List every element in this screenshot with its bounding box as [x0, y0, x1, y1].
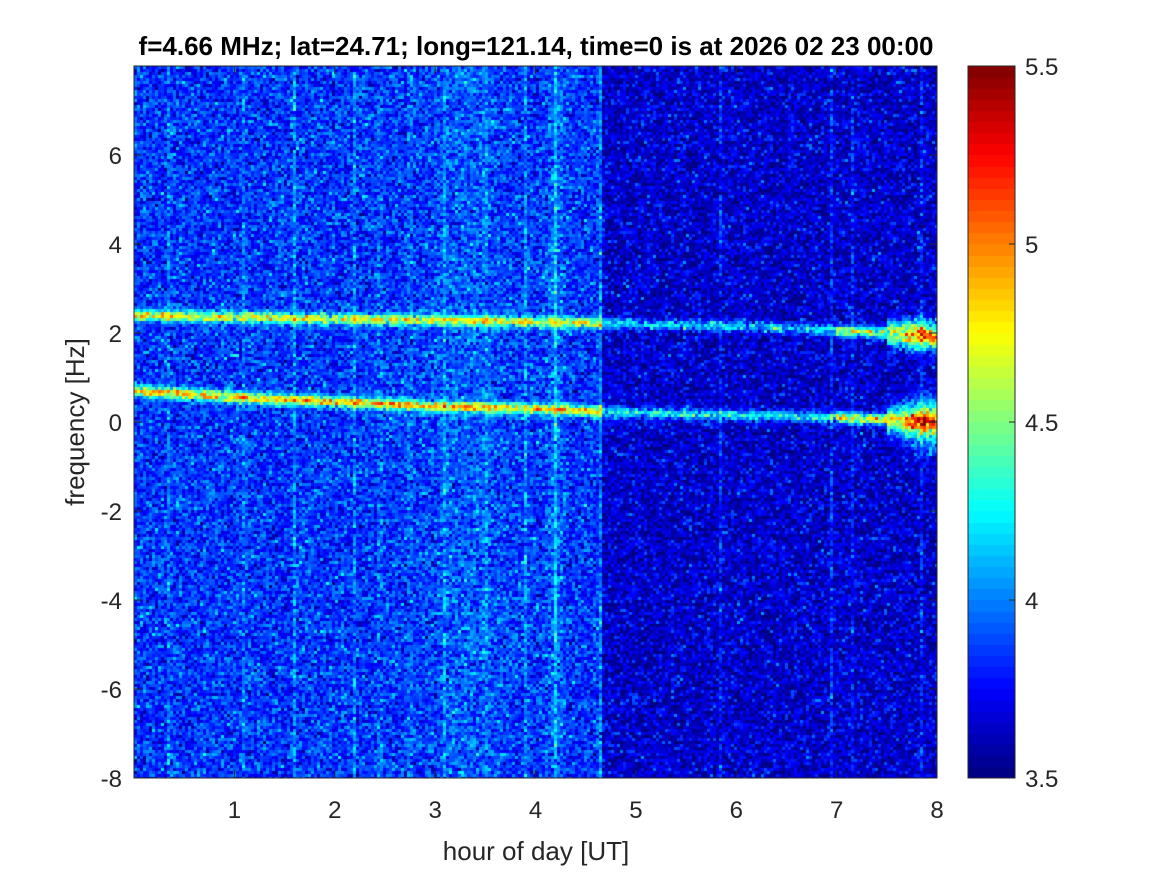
y-tick-label: -2 — [101, 499, 122, 526]
x-tick-label: 8 — [930, 797, 943, 824]
y-tick-label: 2 — [109, 321, 122, 348]
colorbar-tick-label: 3.5 — [1025, 766, 1058, 793]
x-tick-label: 6 — [730, 797, 743, 824]
y-axis-ticks: -8 -6 -4 -2 0 2 4 6 — [101, 143, 937, 793]
spectrogram-heatmap — [134, 66, 937, 778]
y-tick-label: -4 — [101, 588, 122, 615]
x-tick-label: 7 — [830, 797, 843, 824]
colorbar: 3.5 4 4.5 5 5.5 — [967, 54, 1058, 793]
colorbar-gradient — [968, 66, 1015, 778]
plot-area — [133, 65, 938, 779]
x-axis-label: hour of day [UT] — [443, 836, 629, 866]
colorbar-tick-label: 5 — [1025, 232, 1038, 259]
colorbar-ticks: 3.5 4 4.5 5 5.5 — [1009, 54, 1058, 793]
x-tick-label: 1 — [228, 797, 241, 824]
x-tick-label: 5 — [629, 797, 642, 824]
y-tick-label: -8 — [101, 766, 122, 793]
y-tick-label: 6 — [109, 143, 122, 170]
x-tick-label: 2 — [328, 797, 341, 824]
y-axis-label: frequency [Hz] — [60, 338, 90, 506]
y-tick-label: 4 — [109, 232, 122, 259]
y-tick-label: 0 — [109, 410, 122, 437]
colorbar-tick-label: 5.5 — [1025, 54, 1058, 81]
x-tick-label: 4 — [529, 797, 542, 824]
x-tick-label: 3 — [428, 797, 441, 824]
colorbar-tick-label: 4 — [1025, 588, 1038, 615]
chart-title: f=4.66 MHz; lat=24.71; long=121.14, time… — [139, 31, 934, 61]
colorbar-tick-label: 4.5 — [1025, 410, 1058, 437]
y-tick-label: -6 — [101, 677, 122, 704]
x-axis-ticks: 1 2 3 4 5 6 7 8 — [228, 66, 944, 824]
